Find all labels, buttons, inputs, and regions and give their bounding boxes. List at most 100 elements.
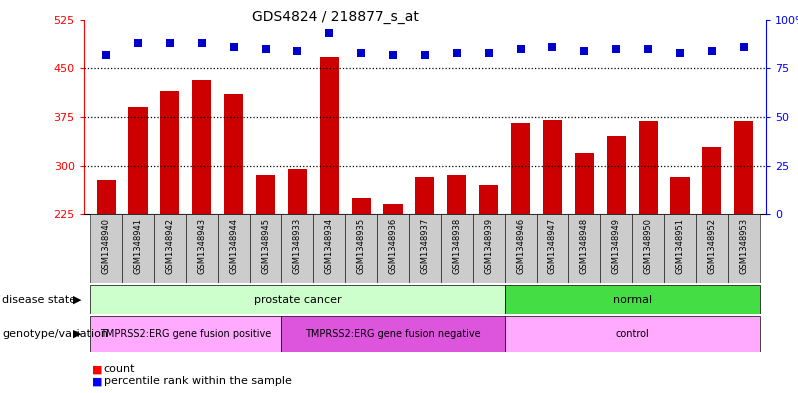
- Bar: [664, 214, 696, 283]
- Bar: [447, 175, 466, 360]
- Text: GSM1348952: GSM1348952: [707, 218, 717, 274]
- Bar: [282, 316, 504, 352]
- Bar: [543, 120, 562, 360]
- Point: [737, 44, 750, 50]
- Point: [450, 50, 463, 56]
- Bar: [122, 214, 154, 283]
- Text: GSM1348935: GSM1348935: [357, 218, 365, 274]
- Bar: [256, 175, 275, 360]
- Point: [259, 46, 272, 52]
- Bar: [250, 214, 282, 283]
- Text: prostate cancer: prostate cancer: [254, 295, 342, 305]
- Bar: [384, 204, 403, 360]
- Bar: [575, 152, 594, 360]
- Point: [674, 50, 686, 56]
- Text: GSM1348947: GSM1348947: [548, 218, 557, 274]
- Point: [705, 48, 718, 54]
- Bar: [314, 214, 346, 283]
- Bar: [511, 123, 530, 360]
- Point: [355, 50, 368, 56]
- Text: count: count: [104, 364, 135, 375]
- Bar: [160, 91, 180, 360]
- Bar: [600, 214, 632, 283]
- Point: [387, 51, 400, 58]
- Bar: [377, 214, 409, 283]
- Point: [227, 44, 240, 50]
- Bar: [192, 80, 211, 360]
- Text: GDS4824 / 218877_s_at: GDS4824 / 218877_s_at: [251, 10, 419, 24]
- Point: [482, 50, 495, 56]
- Text: GSM1348945: GSM1348945: [261, 218, 270, 274]
- Text: GSM1348937: GSM1348937: [421, 218, 429, 274]
- Text: ■: ■: [92, 364, 102, 375]
- Bar: [154, 214, 186, 283]
- Point: [418, 51, 431, 58]
- Text: GSM1348949: GSM1348949: [612, 218, 621, 274]
- Bar: [440, 214, 472, 283]
- Bar: [568, 214, 600, 283]
- Bar: [696, 214, 728, 283]
- Text: GSM1348950: GSM1348950: [644, 218, 653, 274]
- Text: GSM1348939: GSM1348939: [484, 218, 493, 274]
- Bar: [224, 94, 243, 360]
- Bar: [416, 176, 434, 360]
- Bar: [728, 214, 760, 283]
- Point: [578, 48, 591, 54]
- Text: GSM1348942: GSM1348942: [165, 218, 175, 274]
- Text: GSM1348953: GSM1348953: [739, 218, 749, 274]
- Text: ▶: ▶: [73, 329, 81, 339]
- Text: GSM1348943: GSM1348943: [197, 218, 206, 274]
- Point: [546, 44, 559, 50]
- Text: GSM1348936: GSM1348936: [389, 218, 397, 274]
- Bar: [346, 214, 377, 283]
- Bar: [504, 316, 760, 352]
- Point: [514, 46, 527, 52]
- Text: genotype/variation: genotype/variation: [2, 329, 109, 339]
- Text: GSM1348951: GSM1348951: [675, 218, 685, 274]
- Point: [196, 40, 208, 46]
- Text: GSM1348946: GSM1348946: [516, 218, 525, 274]
- Point: [323, 30, 336, 37]
- Bar: [90, 214, 122, 283]
- Bar: [479, 185, 498, 360]
- Text: GSM1348940: GSM1348940: [101, 218, 111, 274]
- Bar: [90, 285, 504, 314]
- Bar: [320, 57, 339, 360]
- Point: [164, 40, 176, 46]
- Text: ▶: ▶: [73, 295, 81, 305]
- Text: percentile rank within the sample: percentile rank within the sample: [104, 376, 291, 386]
- Text: control: control: [615, 329, 649, 339]
- Text: TMPRSS2:ERG gene fusion positive: TMPRSS2:ERG gene fusion positive: [101, 329, 271, 339]
- Bar: [536, 214, 568, 283]
- Point: [132, 40, 144, 46]
- Bar: [352, 198, 371, 360]
- Text: normal: normal: [613, 295, 652, 305]
- Text: GSM1348934: GSM1348934: [325, 218, 334, 274]
- Text: GSM1348941: GSM1348941: [133, 218, 143, 274]
- Text: GSM1348948: GSM1348948: [580, 218, 589, 274]
- Bar: [504, 285, 760, 314]
- Bar: [97, 180, 116, 360]
- Text: GSM1348933: GSM1348933: [293, 218, 302, 274]
- Bar: [734, 121, 753, 360]
- Bar: [638, 121, 658, 360]
- Bar: [218, 214, 250, 283]
- Text: ■: ■: [92, 376, 102, 386]
- Bar: [409, 214, 440, 283]
- Text: TMPRSS2:ERG gene fusion negative: TMPRSS2:ERG gene fusion negative: [306, 329, 481, 339]
- Text: GSM1348938: GSM1348938: [452, 218, 461, 274]
- Bar: [186, 214, 218, 283]
- Text: GSM1348944: GSM1348944: [229, 218, 238, 274]
- Bar: [90, 316, 282, 352]
- Bar: [282, 214, 314, 283]
- Bar: [670, 176, 689, 360]
- Bar: [702, 147, 721, 360]
- Text: disease state: disease state: [2, 295, 77, 305]
- Bar: [288, 169, 307, 360]
- Bar: [128, 107, 148, 360]
- Bar: [472, 214, 504, 283]
- Bar: [504, 214, 536, 283]
- Point: [291, 48, 304, 54]
- Bar: [632, 214, 664, 283]
- Bar: [606, 136, 626, 360]
